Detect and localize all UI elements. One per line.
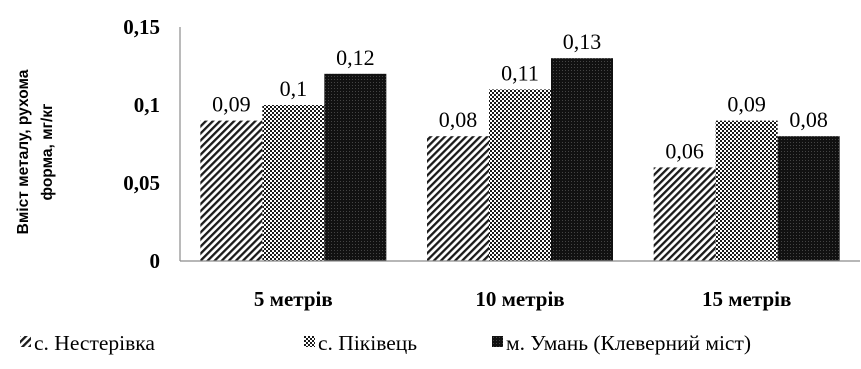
- axes: [179, 27, 860, 262]
- bar: [489, 89, 551, 262]
- x-tick-label: 10 метрів: [475, 287, 564, 311]
- data-label: 0,13: [563, 29, 602, 54]
- data-label: 0,1: [280, 76, 308, 101]
- data-label: 0,06: [665, 138, 704, 163]
- y-tick-label: 0,05: [123, 171, 160, 195]
- data-label: 0,09: [212, 92, 251, 117]
- y-tick-label: 0,1: [134, 93, 160, 117]
- legend-label: с. Нестерівка: [34, 331, 155, 355]
- bar: [324, 73, 387, 261]
- bar: [551, 58, 613, 262]
- x-tick-labels: 5 метрів 10 метрів 15 метрів: [254, 287, 791, 311]
- y-tick-label: 0,15: [123, 15, 160, 39]
- legend-swatch: [304, 336, 315, 347]
- data-label: 0,12: [336, 45, 375, 70]
- y-axis-title-line-2: форма, мг/кг: [39, 103, 56, 201]
- data-label: 0,08: [439, 107, 478, 132]
- x-tick-label: 5 метрів: [254, 287, 333, 311]
- bar: [262, 105, 325, 261]
- bars: [200, 58, 840, 262]
- legend: с. Нестерівка с. Піківець м. Умань (Клевер…: [20, 331, 751, 355]
- legend-item: м. Умань (Клеверний міст): [492, 331, 751, 355]
- legend-swatch: [492, 336, 503, 347]
- legend-item: с. Піківець: [304, 331, 417, 355]
- legend-label: м. Умань (Клеверний міст): [506, 331, 751, 355]
- y-tick-label: 0: [150, 249, 161, 273]
- x-tick-label: 15 метрів: [702, 287, 791, 311]
- data-label: 0,09: [727, 92, 766, 117]
- y-axis-title-line-1: Вміст металу, рухома: [15, 69, 32, 234]
- data-labels: 0,09 0,1 0,12 0,08 0,11 0,13 0,06 0,09 0,08: [212, 29, 828, 163]
- legend-swatch: [20, 336, 31, 347]
- legend-item: с. Нестерівка: [20, 331, 155, 355]
- bar: [715, 120, 778, 261]
- bar: [427, 136, 489, 261]
- data-label: 0,11: [501, 60, 539, 85]
- y-axis-title: Вміст металу, рухома форма, мг/кг: [15, 69, 56, 234]
- y-tick-labels: 0 0,05 0,1 0,15: [123, 15, 160, 273]
- bar: [653, 167, 716, 261]
- bar: [777, 136, 840, 261]
- legend-label: с. Піківець: [318, 331, 417, 355]
- data-label: 0,08: [789, 107, 828, 132]
- bar: [200, 120, 263, 261]
